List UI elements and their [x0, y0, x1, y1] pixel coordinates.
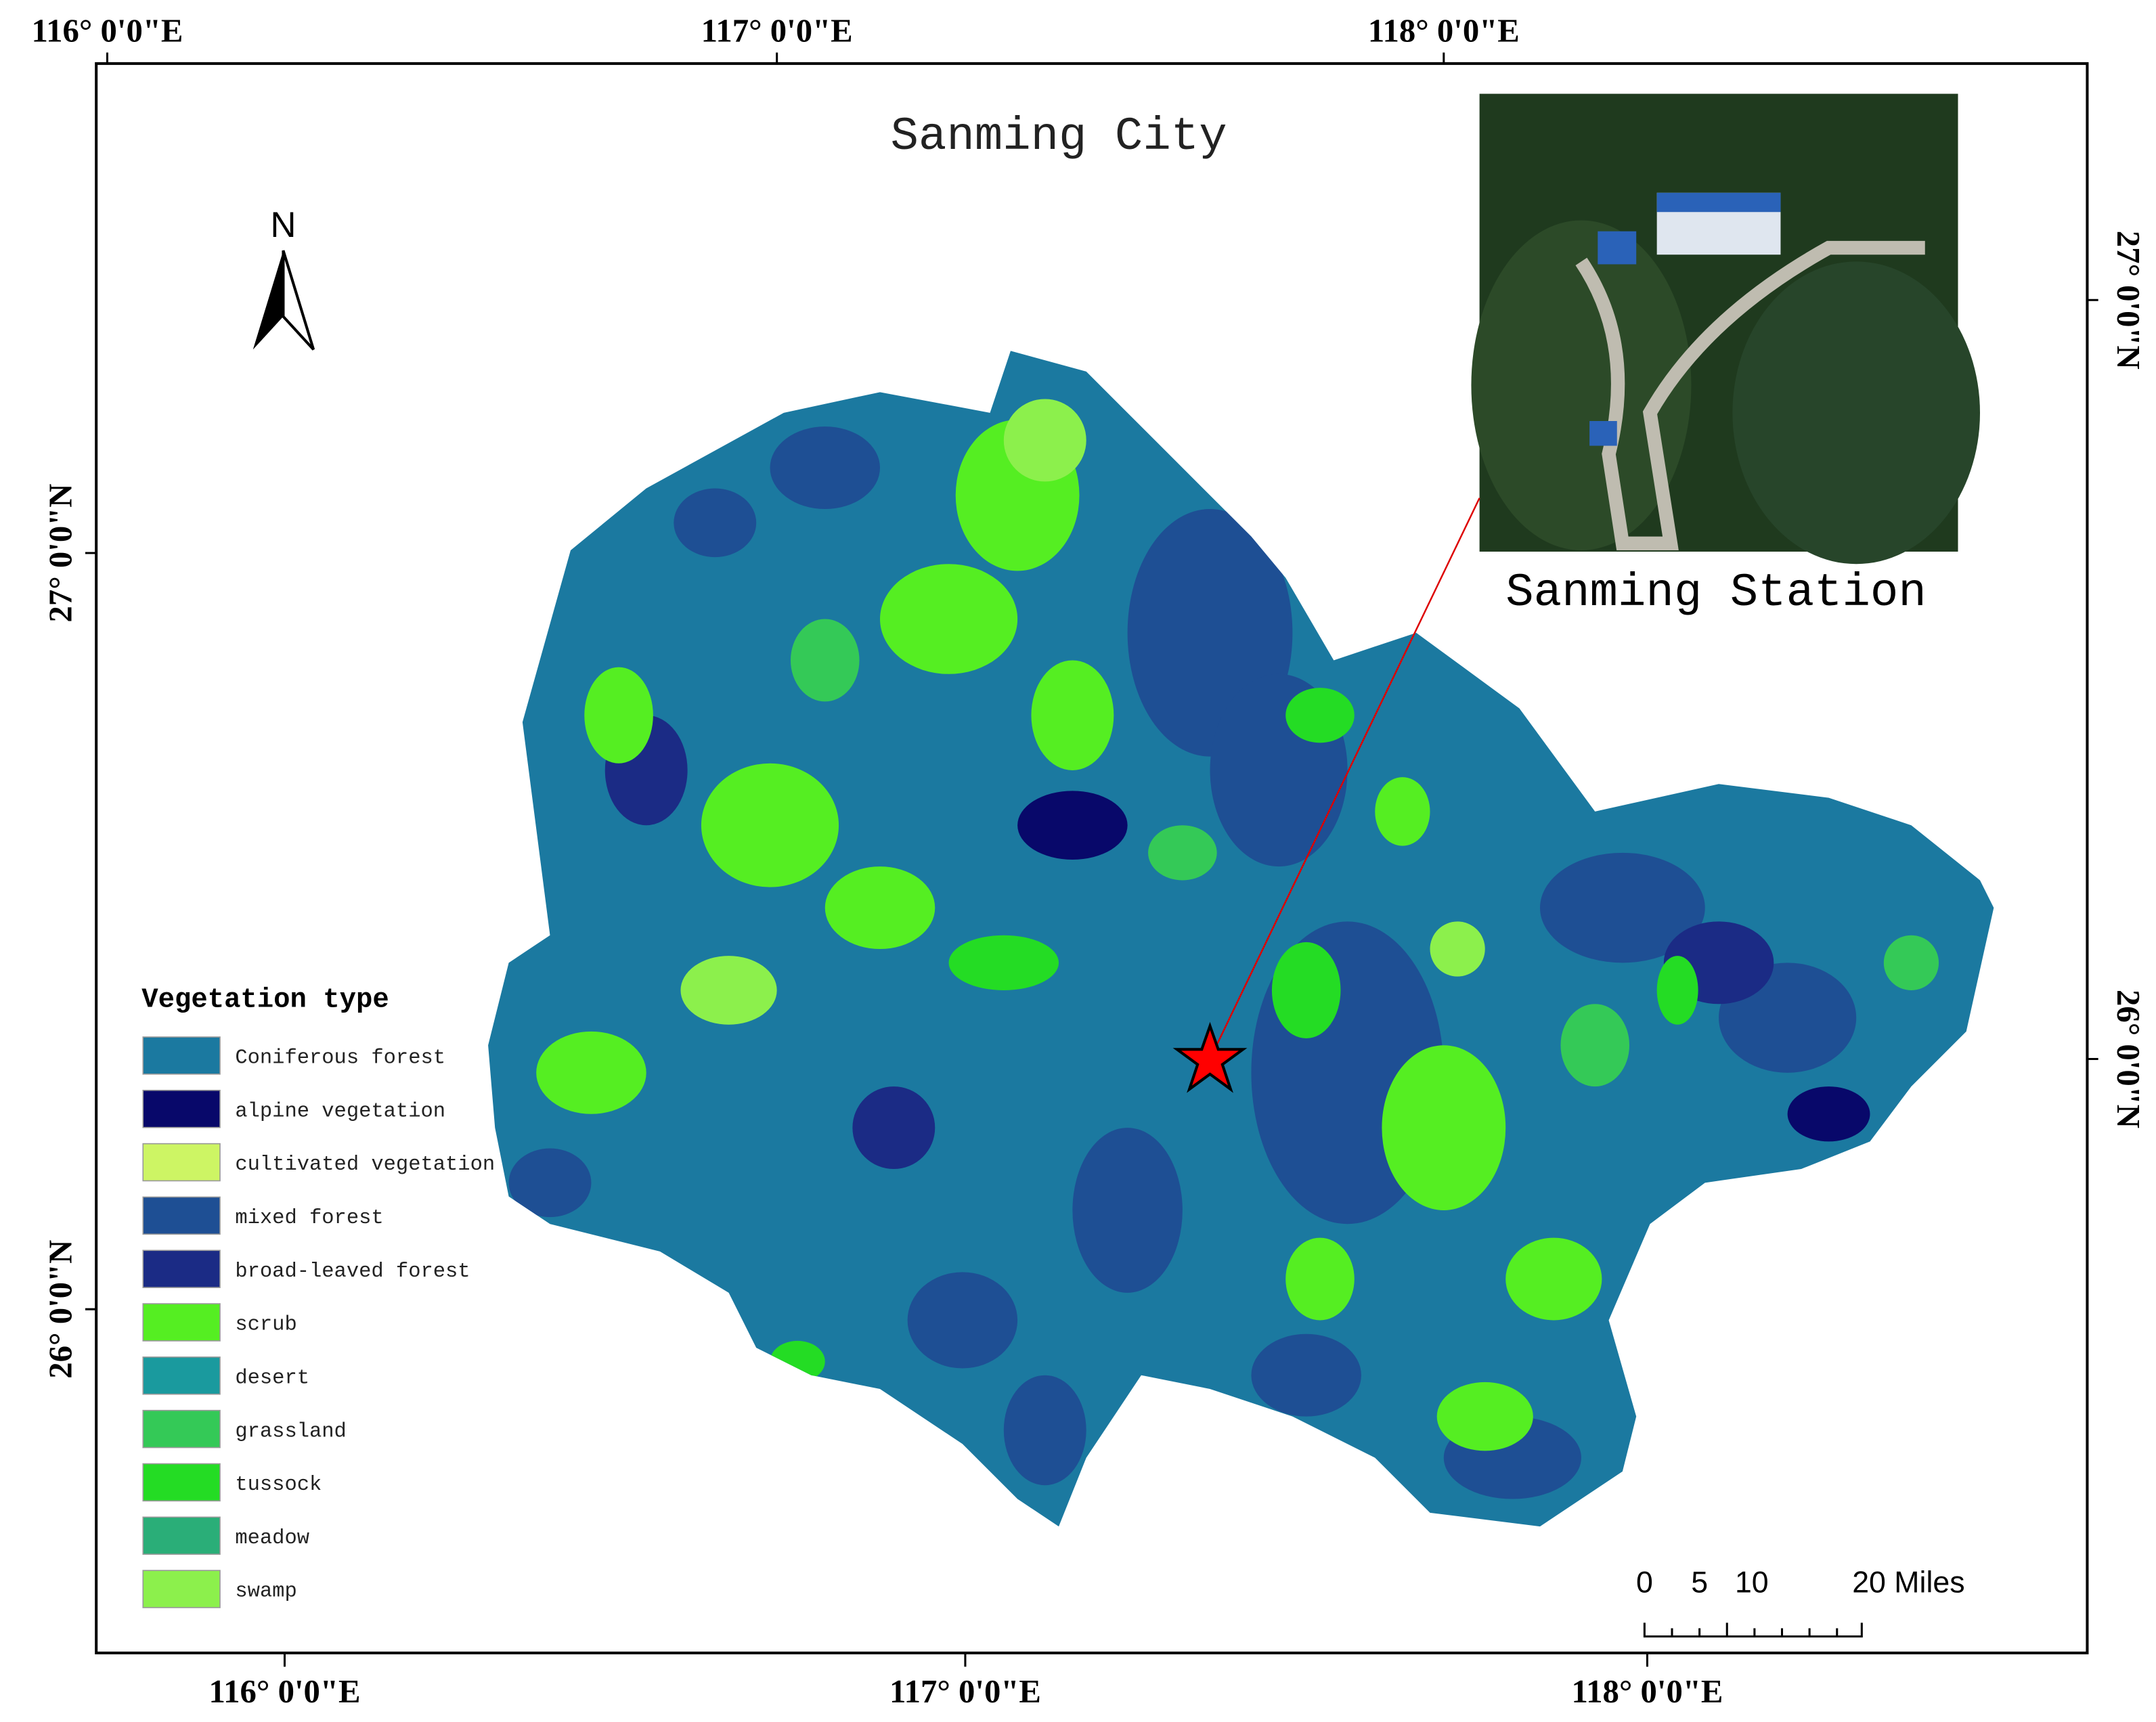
- legend-swatch: [142, 1570, 221, 1608]
- legend-label: cultivated vegetation: [235, 1153, 495, 1176]
- vegetation-patch: [907, 1272, 1018, 1369]
- vegetation-patch: [1382, 1045, 1506, 1210]
- legend-swatch: [142, 1463, 221, 1502]
- vegetation-patch: [536, 1031, 646, 1114]
- vegetation-patch: [1251, 1333, 1361, 1417]
- graticule: 116° 0'0"E 117° 0'0"E 118° 0'0"E 116° 0'0"E…: [31, 12, 2147, 1710]
- vegetation-patch: [1787, 1086, 1870, 1142]
- bottom-coordinate-label: 118° 0'0"E: [1571, 1673, 1723, 1710]
- photo-roof: [1598, 231, 1637, 265]
- bottom-coordinate-label: 116° 0'0"E: [208, 1673, 360, 1710]
- arrow-right: [282, 250, 315, 351]
- legend-label: scrub: [235, 1314, 296, 1337]
- legend-label: grassland: [235, 1420, 346, 1443]
- photo-forest: [1471, 220, 1692, 550]
- vegetation-patch: [1285, 1237, 1355, 1321]
- top-coordinate-label: 116° 0'0"E: [31, 12, 183, 49]
- vegetation-patch: [1540, 852, 1705, 963]
- vegetation-patch: [584, 667, 653, 764]
- vegetation-patch: [674, 488, 757, 558]
- vegetation-patch: [1003, 399, 1086, 482]
- legend-swatch: [142, 1250, 221, 1288]
- scale-ruler: [1643, 1622, 1863, 1638]
- vegetation-patch: [770, 426, 880, 509]
- vegetation-patch: [680, 956, 777, 1025]
- photo-roof: [1589, 421, 1617, 446]
- vegetation-patch: [701, 763, 839, 887]
- right-coordinate-label: 27° 0'0"N: [2110, 231, 2147, 370]
- legend: Vegetation type Coniferous forest alpine …: [141, 984, 495, 1608]
- north-label: N: [270, 205, 296, 245]
- arrow-left: [252, 250, 284, 350]
- vegetation-patch: [508, 1148, 592, 1218]
- vegetation-patch: [1505, 1237, 1602, 1321]
- north-arrow: N: [252, 205, 315, 351]
- scale-label: 0: [1636, 1566, 1653, 1599]
- scale-label: 20 Miles: [1852, 1566, 1964, 1599]
- photo-roof: [1656, 192, 1781, 213]
- vegetation-patch: [1285, 688, 1355, 743]
- map-title: Sanming City: [890, 110, 1227, 163]
- legend-swatch: [142, 1303, 221, 1342]
- vegetation-patch: [1656, 956, 1698, 1025]
- legend-label: alpine vegetation: [235, 1100, 445, 1123]
- legend-swatch: [142, 1143, 221, 1182]
- legend-label: meadow: [235, 1527, 309, 1550]
- vegetation-patch: [1560, 1004, 1630, 1087]
- legend-label: Coniferous forest: [235, 1047, 445, 1070]
- top-coordinate-label: 117° 0'0"E: [701, 12, 853, 49]
- vegetation-patch: [1436, 1382, 1533, 1451]
- inset-caption: Sanming Station: [1505, 567, 1927, 619]
- right-coordinate-label: 26° 0'0"N: [2110, 990, 2147, 1128]
- vegetation-patch: [1072, 1128, 1183, 1293]
- vegetation-patch: [1003, 1375, 1086, 1486]
- vegetation-patch: [852, 1086, 936, 1169]
- region-outline: [488, 351, 1994, 1527]
- inset-photo: Sanming Station: [1471, 93, 1980, 619]
- legend-swatch: [142, 1409, 221, 1449]
- scale-label: 5: [1691, 1566, 1708, 1599]
- legend-label: desert: [235, 1367, 309, 1390]
- photo-forest: [1732, 261, 1980, 565]
- bottom-coordinate-label: 117° 0'0"E: [889, 1673, 1041, 1710]
- scale-bar: 0 5 10 20 Miles: [1636, 1566, 1965, 1638]
- vegetation-patch: [1430, 921, 1485, 977]
- vegetation-patch: [1031, 660, 1114, 770]
- vegetation-patch: [824, 866, 936, 949]
- vegetation-patches: [508, 399, 1939, 1499]
- left-coordinate-label: 26° 0'0"N: [43, 1240, 79, 1379]
- vegetation-patch: [1883, 935, 1939, 990]
- vegetation-patch: [1017, 791, 1128, 860]
- legend-label: broad-leaved forest: [235, 1260, 470, 1283]
- legend-label: swamp: [235, 1581, 296, 1604]
- legend-label: mixed forest: [235, 1207, 383, 1230]
- legend-title: Vegetation type: [141, 984, 389, 1015]
- station-star: [1172, 1021, 1248, 1093]
- legend-swatch: [142, 1356, 221, 1395]
- scale-label: 10: [1735, 1566, 1769, 1599]
- photo-road: [1575, 240, 1925, 550]
- leader-line: [1209, 498, 1480, 1060]
- top-coordinate-label: 118° 0'0"E: [1368, 12, 1520, 49]
- legend-label: tussock: [235, 1474, 322, 1497]
- vegetation-patch: [1375, 777, 1430, 846]
- vegetation-patch: [948, 935, 1059, 990]
- vegetation-patch: [880, 564, 1018, 674]
- legend-swatch: [142, 1036, 221, 1075]
- vegetation-patch: [790, 619, 860, 702]
- vegetation-patch: [1148, 825, 1217, 881]
- vegetation-patch: [1271, 942, 1341, 1039]
- legend-swatch: [142, 1089, 221, 1128]
- left-coordinate-label: 27° 0'0"N: [43, 484, 79, 623]
- legend-swatch: [142, 1196, 221, 1235]
- legend-swatch: [142, 1516, 221, 1555]
